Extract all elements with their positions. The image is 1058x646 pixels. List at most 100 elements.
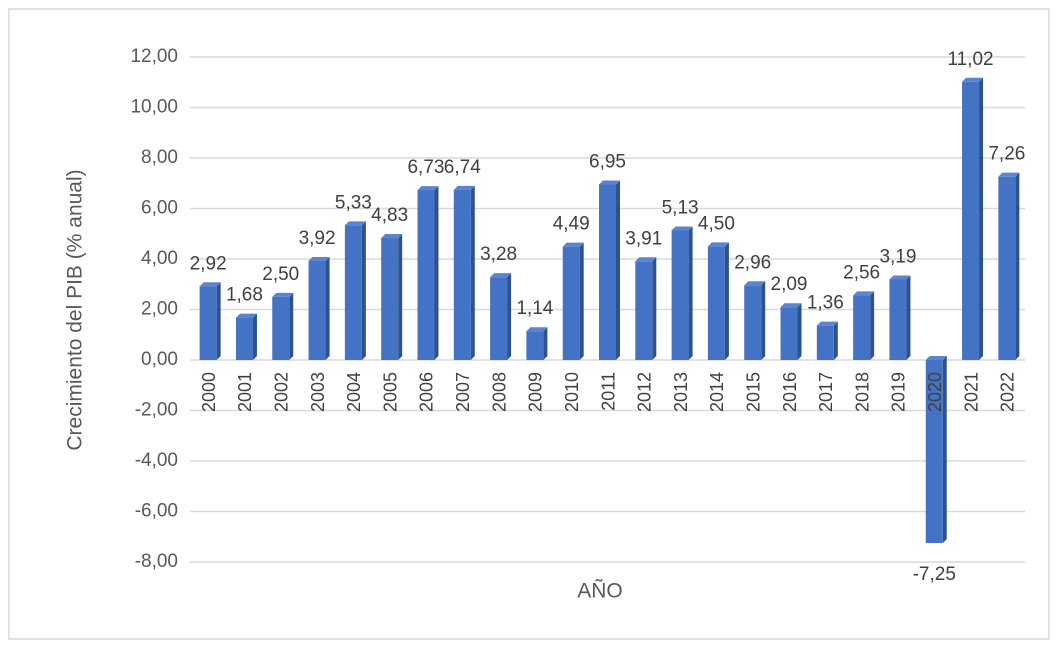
bar-top (707, 242, 729, 247)
bar (272, 296, 290, 360)
y-tick-label: 10,00 (130, 97, 178, 118)
value-label: 11,02 (947, 49, 993, 70)
x-tick-label: 2002 (272, 372, 292, 412)
value-label: 6,74 (444, 157, 481, 178)
x-tick-label: 2013 (671, 372, 691, 412)
bar (417, 190, 435, 360)
bar-top (381, 234, 403, 239)
bar-top (272, 292, 294, 297)
bar (998, 176, 1016, 360)
x-tick-label: 2021 (961, 372, 981, 412)
bar-side (724, 242, 729, 360)
bar-side (870, 291, 875, 360)
value-label: 3,19 (879, 246, 916, 267)
bar-side (833, 321, 838, 360)
bar-side (470, 185, 475, 360)
bar-side (289, 292, 294, 360)
value-label: 3,91 (625, 228, 662, 249)
value-label: 7,26 (988, 144, 1025, 165)
bar (526, 331, 544, 360)
y-tick-label: 0,00 (141, 349, 178, 370)
value-label: 2,92 (190, 253, 227, 274)
value-label: 2,50 (262, 264, 299, 285)
bar-top (780, 303, 802, 308)
bar-top (925, 356, 947, 360)
y-tick-label: 4,00 (141, 248, 178, 269)
bar (744, 285, 762, 360)
value-label: 6,95 (589, 152, 626, 173)
y-tick-label: 6,00 (141, 198, 178, 219)
bar (780, 307, 798, 360)
bar-top (816, 321, 838, 326)
chart-frame (8, 8, 1050, 640)
x-tick-label: 2020 (925, 372, 945, 412)
x-tick-label: 2004 (344, 372, 364, 412)
value-label: 2,09 (771, 274, 808, 295)
bar (816, 325, 834, 360)
value-label: 6,73 (407, 157, 444, 178)
bar-side (942, 356, 947, 544)
x-tick-label: 2018 (852, 372, 872, 412)
bar-top (635, 257, 657, 262)
value-label: 1,36 (807, 293, 844, 314)
bar (671, 230, 689, 360)
x-tick-label: 2009 (526, 372, 546, 412)
bar-top (417, 186, 439, 191)
bar (635, 261, 653, 360)
x-tick-label: 2015 (743, 372, 763, 412)
bar-side (906, 275, 911, 360)
bar-side (761, 281, 766, 360)
value-label: 5,33 (335, 192, 372, 213)
bar-side (688, 226, 693, 360)
x-axis-title: AÑO (577, 579, 623, 603)
bar-top (744, 281, 766, 286)
value-label: 5,13 (662, 197, 699, 218)
bar-top (490, 273, 512, 278)
bar-side (1015, 172, 1020, 360)
value-label: 3,92 (299, 228, 336, 249)
x-tick-label: 2014 (707, 372, 727, 412)
bar-top (853, 291, 875, 296)
value-label: 1,68 (226, 285, 263, 306)
value-label: 2,96 (734, 252, 771, 273)
bar-side (325, 257, 330, 360)
bar-side (616, 180, 620, 360)
bar-side (361, 221, 366, 360)
value-label: 2,56 (843, 262, 880, 283)
value-label: 4,50 (698, 213, 735, 234)
bar-side (434, 186, 439, 360)
y-tick-label: -6,00 (135, 501, 178, 522)
bar-top (962, 77, 984, 82)
bar (562, 246, 580, 360)
y-tick-label: -4,00 (135, 450, 178, 471)
y-tick-label: -8,00 (135, 551, 178, 572)
bar-top (562, 242, 584, 247)
x-tick-label: 2007 (453, 372, 473, 412)
bar-side (398, 234, 403, 360)
x-tick-label: 2019 (889, 372, 909, 412)
x-tick-label: 2010 (562, 372, 582, 412)
value-label: -7,25 (913, 564, 956, 585)
value-label: 4,49 (553, 214, 590, 235)
x-tick-label: 2003 (308, 372, 328, 412)
bar-side (543, 327, 548, 360)
bar (308, 261, 326, 360)
bar-top (235, 313, 257, 318)
bar (344, 225, 362, 360)
bar (453, 189, 471, 360)
x-tick-label: 2017 (816, 372, 836, 412)
y-tick-label: 12,00 (130, 46, 178, 67)
bar-top (344, 221, 366, 226)
y-axis-title: Crecimiento del PIB (% anual) (64, 169, 87, 450)
bar-side (579, 242, 584, 360)
x-tick-label: 2000 (199, 372, 219, 412)
value-label: 3,28 (480, 244, 517, 265)
bar (853, 295, 871, 360)
x-tick-label: 2006 (417, 372, 437, 412)
x-tick-label: 2022 (998, 372, 1018, 412)
bar-side (979, 77, 984, 361)
bar-top (599, 180, 620, 185)
x-tick-label: 2001 (235, 372, 255, 412)
bar-top (998, 172, 1020, 177)
